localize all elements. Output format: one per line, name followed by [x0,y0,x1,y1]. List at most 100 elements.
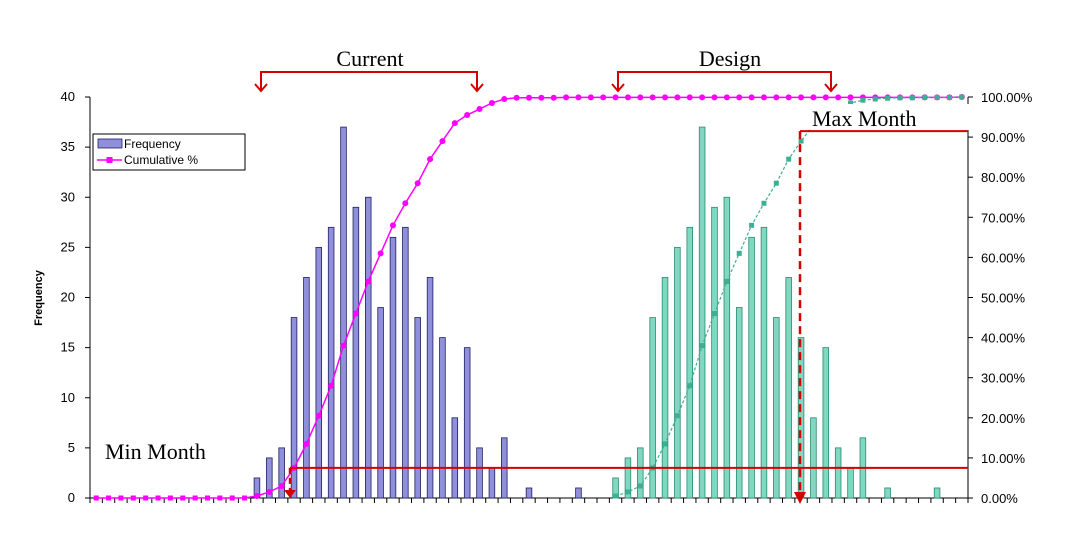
y2-tick-label: 70.00% [981,210,1026,225]
frequency-bar [414,317,421,499]
frequency-bar [327,226,335,499]
cumulative-marker [538,94,545,101]
cumulative-marker [427,156,434,163]
cumulative-marker [600,94,607,101]
design-frequency-bar [822,347,830,499]
cumulative-marker [464,112,471,119]
design-cumulative-marker [897,95,903,101]
design-cumulative-marker [934,94,940,100]
cumulative-marker [180,495,186,501]
design-cumulative-marker [613,493,619,499]
lines-layer [93,94,965,501]
design-cumulative-marker [711,311,717,317]
cumulative-marker [242,495,248,501]
legend-cumulative-label: Cumulative % [124,153,198,167]
design-frequency-bar [711,206,718,499]
cumulative-marker [155,495,161,501]
frequency-bar [439,337,446,499]
design-cumulative-marker [959,94,965,100]
min-month-arrowhead [284,490,296,498]
design-frequency-bar [748,236,755,499]
y2-tick-label: 50.00% [981,291,1026,306]
frequency-bar [290,317,298,499]
design-cumulative-marker [872,96,878,102]
frequency-bar [278,447,285,499]
y-tick-label: 35 [61,139,75,154]
design-frequency-bar [847,467,854,499]
design-cumulative-marker [699,343,705,349]
design-range-bracket-left-arrowhead [611,83,625,93]
frequency-bar [451,417,459,499]
cumulative-marker [266,488,273,495]
design-frequency-bar [723,196,731,499]
frequency-bar [525,487,533,499]
y-tick-label: 40 [61,89,75,104]
design-cumulative-marker [736,250,742,256]
cumulative-marker [563,94,570,101]
design-frequency-bar [785,277,792,499]
min-month-label: Min Month [105,439,206,464]
design-cumulative-marker [637,483,643,489]
frequency-bar [575,487,582,499]
design-cumulative-marker [625,489,631,495]
cumulative-marker [637,94,644,101]
current-label: Current [336,46,403,71]
design-frequency-bar [686,226,694,499]
max-month-arrowhead [794,492,806,504]
frequency-bar [488,467,496,499]
cumulative-marker [513,94,520,101]
cumulative-marker [365,278,372,285]
design-frequency-bar [760,226,768,499]
cumulative-marker [674,94,681,101]
cumulative-marker [488,100,495,107]
cumulative-marker [93,495,99,501]
design-cumulative-marker [922,94,928,100]
legend: Frequency Cumulative % [92,133,246,171]
design-frequency-bar [834,447,842,499]
legend-frequency-swatch [97,138,123,149]
cumulative-marker [810,94,817,101]
cumulative-marker [352,310,359,317]
cumulative-marker [662,94,669,101]
cumulative-marker [711,94,718,101]
cumulative-marker [822,94,829,101]
design-cumulative-marker [885,95,891,101]
design-cumulative-marker [662,441,668,447]
cumulative-marker [253,492,260,499]
cumulative-marker [686,94,693,101]
cumulative-marker [167,495,173,501]
cumulative-marker [649,94,656,101]
design-cumulative-marker [798,138,804,144]
cumulative-marker [736,94,743,101]
frequency-bar [476,447,483,499]
cumulative-marker [130,495,136,501]
cumulative-marker [315,412,322,419]
y-tick-label: 10 [61,390,75,405]
y-tick-label: 30 [61,189,75,204]
y-tick-label: 0 [68,490,75,505]
cumulative-marker [526,94,532,101]
cumulative-marker [773,94,780,101]
cumulative-marker [612,94,619,101]
design-cumulative-marker [909,95,915,101]
current-range-bracket-left-arrowhead [254,83,268,93]
frequency-bar [364,196,372,499]
y2-tick-label: 60.00% [981,250,1026,265]
y2-tick-label: 80.00% [981,170,1026,185]
design-cumulative-marker [724,278,730,284]
cumulative-marker [328,382,335,389]
cumulative-marker [402,200,409,207]
y2-tick-label: 0.00% [981,491,1018,506]
cumulative-marker [847,94,854,101]
design-frequency-bar [674,246,681,499]
design-label: Design [699,46,761,71]
design-range-bracket-right-arrowhead [824,83,838,93]
design-cumulative-marker [761,200,767,206]
y-axis-label: Frequency [33,269,45,326]
y-tick-label: 25 [61,239,75,254]
design-frequency-bar [624,457,632,499]
frequency-bar [315,246,323,499]
cumulative-marker [106,495,112,501]
min-month-label-bg [103,441,253,465]
design-frequency-bar [637,447,644,499]
